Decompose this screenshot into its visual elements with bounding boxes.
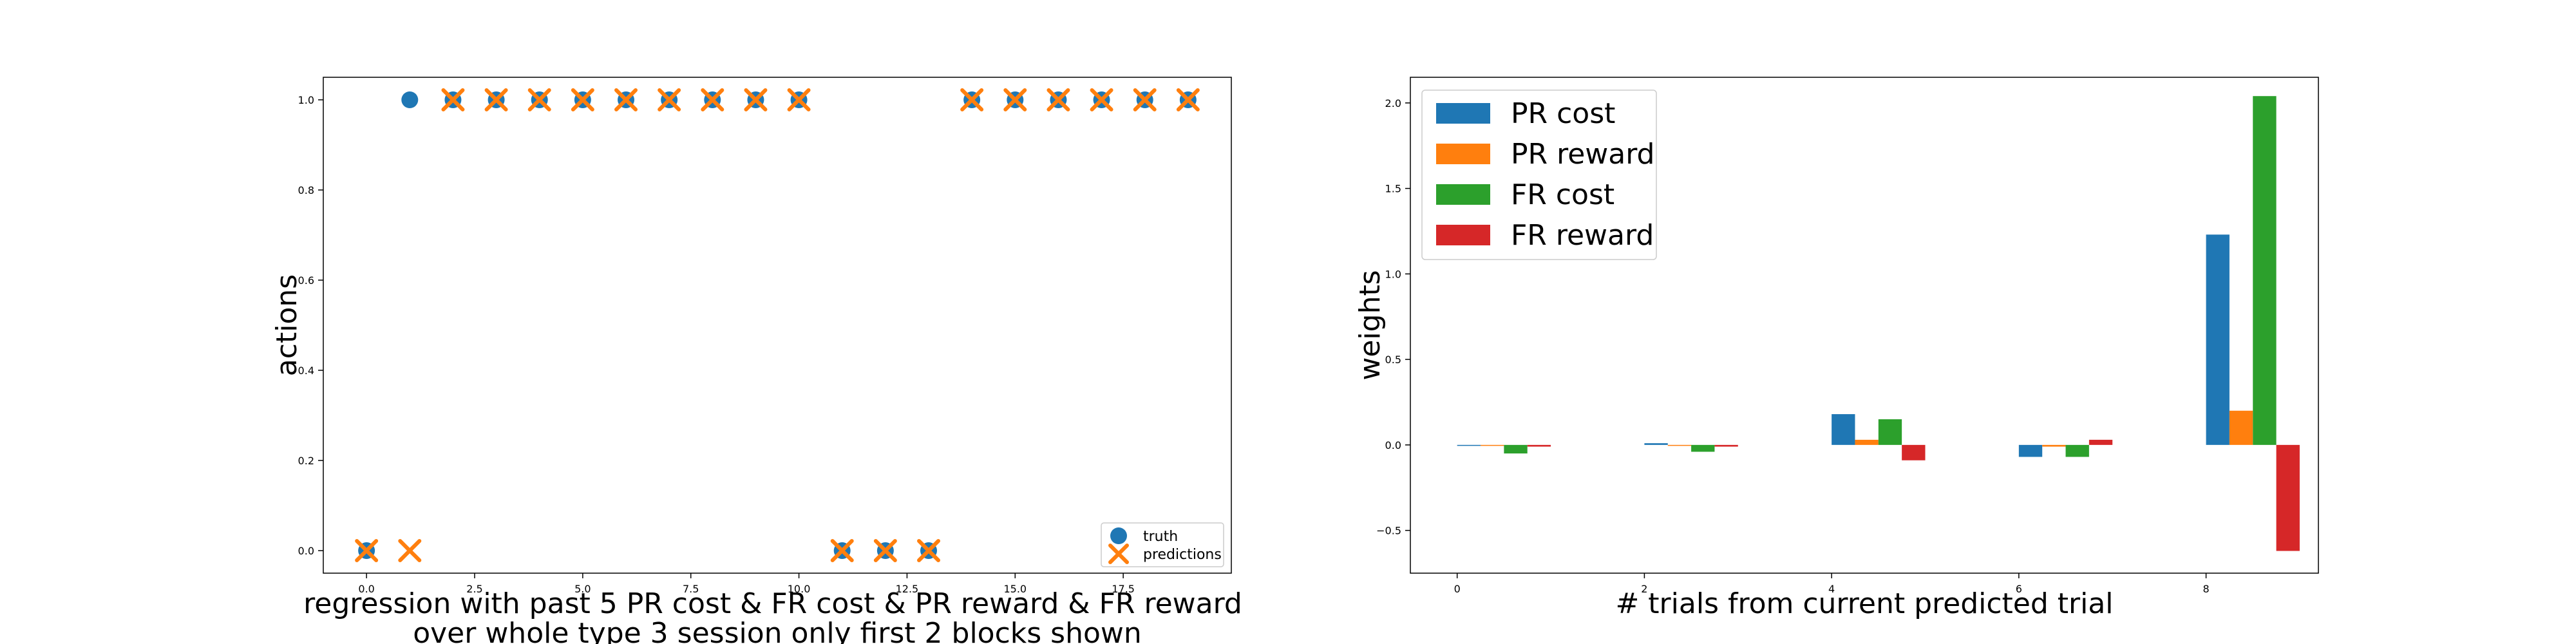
legend-label: FR cost bbox=[1511, 178, 1615, 211]
y-tick-label: 0.0 bbox=[298, 545, 314, 557]
x-tick-label: 10.0 bbox=[788, 583, 811, 595]
bar-pr-cost bbox=[1832, 414, 1855, 445]
y-tick-label: 0.4 bbox=[298, 365, 314, 377]
bar-fr-cost bbox=[2065, 444, 2089, 457]
y-tick-label: 2.0 bbox=[1385, 97, 1401, 109]
bar-pr-cost bbox=[2206, 234, 2230, 445]
prediction-point bbox=[484, 88, 508, 111]
legend-marker-truth bbox=[1110, 527, 1127, 544]
x-tick-label: 5.0 bbox=[574, 583, 591, 595]
bar-pr-reward bbox=[1855, 439, 1879, 445]
y-tick-label: 1.0 bbox=[1385, 268, 1401, 280]
bar-pr-reward bbox=[2229, 410, 2253, 445]
y-axis-label: weights bbox=[1354, 270, 1387, 380]
bar-fr-cost bbox=[1878, 419, 1902, 445]
plot-frame bbox=[323, 77, 1232, 574]
prediction-point bbox=[1003, 88, 1027, 111]
legend-label: PR cost bbox=[1511, 97, 1615, 130]
x-tick-label: 2 bbox=[1641, 583, 1647, 595]
x-axis-label: # trials from current predicted trial bbox=[1615, 587, 2113, 620]
y-tick-label: 0.0 bbox=[1385, 439, 1401, 451]
x-axis-label-line-1: regression with past 5 PR cost & FR cost… bbox=[303, 587, 1242, 620]
y-axis-ticks: 0.0 0.2 0.4 0.6 0.8 1.0 bbox=[298, 94, 323, 557]
bar-fr-reward bbox=[1527, 444, 1551, 447]
x-axis-ticks: 0 2 4 6 8 bbox=[1454, 573, 2210, 595]
legend-box bbox=[1101, 522, 1224, 567]
bar-chart-weights: 0 2 4 6 8 −0.5 0.0 0.5 1.0 1.5 2.0 weights # tria… bbox=[1354, 77, 2319, 620]
y-tick-label: 1.0 bbox=[298, 94, 314, 106]
scatter-marks bbox=[355, 88, 1200, 562]
prediction-point bbox=[614, 88, 638, 111]
bar-fr-cost bbox=[1504, 444, 1528, 454]
legend-label-predictions: predictions bbox=[1143, 547, 1222, 563]
y-tick-label: 0.5 bbox=[1385, 354, 1401, 366]
prediction-point bbox=[1133, 88, 1157, 111]
x-tick-label: 12.5 bbox=[896, 583, 919, 595]
y-axis-ticks: −0.5 0.0 0.5 1.0 1.5 2.0 bbox=[1376, 97, 1410, 537]
prediction-point bbox=[658, 88, 681, 111]
prediction-point bbox=[355, 539, 379, 562]
legend-swatch bbox=[1436, 103, 1490, 124]
bar-pr-reward bbox=[2042, 444, 2066, 447]
x-tick-label: 0 bbox=[1454, 583, 1461, 595]
y-axis-label: actions bbox=[270, 274, 303, 376]
prediction-point bbox=[527, 88, 551, 111]
y-tick-label: 0.8 bbox=[298, 184, 314, 196]
prediction-point bbox=[398, 539, 422, 562]
bar-pr-cost bbox=[1457, 444, 1481, 446]
prediction-point bbox=[1176, 88, 1200, 111]
legend-swatch bbox=[1436, 144, 1490, 164]
legend: PR cost PR reward FR cost FR reward bbox=[1421, 90, 1657, 260]
prediction-point bbox=[830, 539, 854, 562]
bar-fr-reward bbox=[2276, 444, 2300, 551]
bar-pr-cost bbox=[2018, 444, 2043, 457]
bar-fr-reward bbox=[2088, 439, 2113, 445]
bar-fr-reward bbox=[1714, 444, 1738, 447]
y-tick-label: 0.6 bbox=[298, 274, 314, 287]
legend-swatch bbox=[1436, 184, 1490, 205]
x-axis-label-line-2: over whole type 3 session only first 2 b… bbox=[413, 617, 1142, 644]
y-tick-label: −0.5 bbox=[1376, 525, 1401, 537]
legend-box bbox=[1421, 90, 1657, 260]
bar-pr-reward bbox=[1667, 444, 1692, 446]
bar-fr-cost bbox=[1691, 444, 1715, 452]
x-tick-label: 2.5 bbox=[466, 583, 482, 595]
prediction-point bbox=[701, 88, 724, 111]
prediction-point bbox=[960, 88, 984, 111]
legend-marker-predictions bbox=[1108, 544, 1129, 564]
scatter-chart-actions: 0.0 2.5 5.0 7.5 10.0 12.5 15.0 17.5 0.00.20.40.… bbox=[270, 77, 1251, 644]
bar-pr-cost bbox=[1644, 443, 1668, 445]
x-tick-label: 17.5 bbox=[1112, 583, 1135, 595]
bar-marks bbox=[1457, 96, 2300, 551]
x-tick-label: 0.0 bbox=[358, 583, 374, 595]
legend: truth predictions bbox=[1101, 522, 1224, 567]
bar-fr-reward bbox=[1902, 444, 1926, 460]
truth-point bbox=[401, 91, 419, 108]
x-tick-label: 4 bbox=[1828, 583, 1835, 595]
legend-label: PR reward bbox=[1511, 138, 1654, 171]
legend-swatch bbox=[1436, 225, 1490, 245]
prediction-point bbox=[787, 88, 811, 111]
prediction-point bbox=[571, 88, 594, 111]
x-tick-label: 6 bbox=[2016, 583, 2022, 595]
prediction-point bbox=[441, 88, 465, 111]
x-tick-label: 7.5 bbox=[683, 583, 699, 595]
plot-frame bbox=[1410, 77, 2319, 574]
bar-pr-reward bbox=[1481, 444, 1504, 446]
y-tick-label: 1.5 bbox=[1385, 183, 1401, 195]
x-tick-label: 8 bbox=[2202, 583, 2209, 595]
legend-label: FR reward bbox=[1511, 219, 1654, 252]
prediction-point bbox=[1090, 88, 1113, 111]
prediction-point bbox=[917, 539, 940, 562]
x-axis-ticks: 0.0 2.5 5.0 7.5 10.0 12.5 15.0 17.5 bbox=[358, 573, 1135, 595]
legend-label-truth: truth bbox=[1143, 529, 1178, 545]
y-tick-label: 0.2 bbox=[298, 455, 314, 467]
prediction-point bbox=[744, 88, 768, 111]
x-axis-label: regression with past 5 PR cost & FR cost… bbox=[303, 587, 1251, 644]
bar-fr-cost bbox=[2253, 96, 2277, 445]
x-tick-label: 15.0 bbox=[1003, 583, 1027, 595]
prediction-point bbox=[1046, 88, 1070, 111]
prediction-point bbox=[873, 539, 897, 562]
